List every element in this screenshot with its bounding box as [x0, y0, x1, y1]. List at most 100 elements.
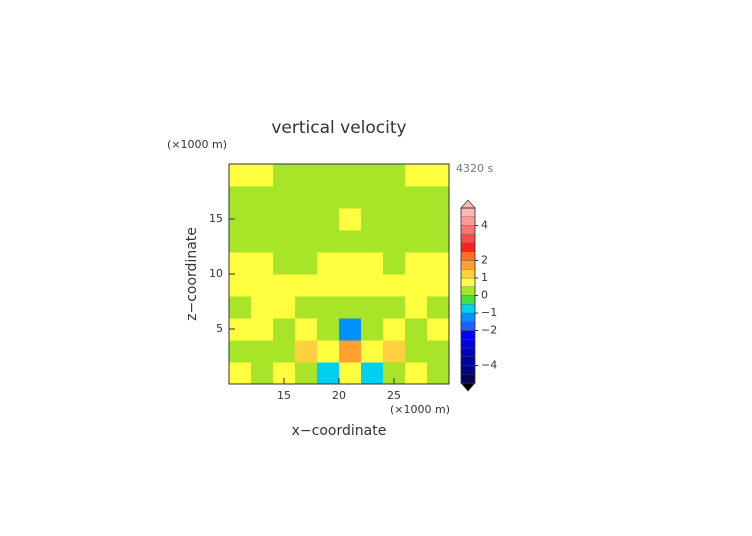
contour-cell: [317, 340, 340, 363]
contour-cell: [229, 362, 252, 385]
y-tick-label: 15: [209, 212, 223, 225]
contour-cell: [339, 296, 362, 319]
contour-cell: [295, 252, 318, 275]
colorbar-tick-label: −1: [481, 306, 497, 319]
contour-cell: [229, 164, 252, 187]
contour-cell: [427, 186, 450, 209]
colorbar-tick-label: 4: [481, 219, 488, 232]
contour-cell: [317, 208, 340, 231]
contour-cell: [295, 362, 318, 385]
contour-cell: [361, 164, 384, 187]
contour-cell: [405, 186, 428, 209]
contour-cell: [383, 274, 406, 297]
contour-cell: [339, 362, 362, 385]
contour-cell: [339, 186, 362, 209]
colorbar-band: [460, 295, 476, 305]
contour-cell: [317, 186, 340, 209]
contour-cell: [427, 252, 450, 275]
contour-cell: [339, 252, 362, 275]
contour-cell: [251, 274, 274, 297]
contour-cell: [295, 340, 318, 363]
colorbar-band: [460, 286, 476, 296]
contour-cell: [427, 274, 450, 297]
contour-cell: [317, 230, 340, 253]
contour-cell: [251, 186, 274, 209]
contour-cell: [361, 230, 384, 253]
colorbar-tick-label: 0: [481, 289, 488, 302]
contour-cell: [295, 208, 318, 231]
colorbar-band: [460, 304, 476, 314]
time-label: 4320 s: [456, 162, 493, 175]
contour-cell: [273, 318, 296, 341]
colorbar-band: [460, 339, 476, 349]
contour-cell: [251, 318, 274, 341]
contour-cell: [405, 230, 428, 253]
contour-cell: [383, 230, 406, 253]
contour-cell: [361, 318, 384, 341]
contour-cell: [229, 230, 252, 253]
contour-cell: [317, 296, 340, 319]
contour-cell: [361, 208, 384, 231]
contour-cell: [295, 164, 318, 187]
contour-cell: [229, 252, 252, 275]
colorbar-under: [460, 382, 476, 392]
contour-cell: [229, 208, 252, 231]
contour-cell: [273, 164, 296, 187]
contour-cell: [251, 230, 274, 253]
colorbar-band: [460, 269, 476, 279]
overlay: 15 20 25 5 10 15: [209, 163, 450, 402]
contour-cell: [405, 208, 428, 231]
contour-cell: [273, 230, 296, 253]
contour-cell: [273, 362, 296, 385]
contour-cell: [405, 164, 428, 187]
colorbar-band: [460, 242, 476, 252]
x-axis-label: x−coordinate: [292, 423, 387, 439]
contour-cell: [317, 274, 340, 297]
contour-cell: [339, 274, 362, 297]
contour-cell: [339, 230, 362, 253]
contour-cell: [229, 274, 252, 297]
contour-cell: [317, 318, 340, 341]
contour-cell: [361, 296, 384, 319]
colorbar-band: [460, 365, 476, 375]
contour-cell: [427, 340, 450, 363]
contour-cell: [405, 318, 428, 341]
colorbar-band: [460, 321, 476, 331]
colorbar-over: [460, 199, 476, 209]
contour-cell: [251, 164, 274, 187]
contour-cell: [427, 296, 450, 319]
contour-cell: [295, 230, 318, 253]
colorbar-band: [460, 207, 476, 217]
contour-cell: [273, 252, 296, 275]
colorbar-band: [460, 225, 476, 235]
contour-cell: [317, 252, 340, 275]
x-tick-label: 15: [277, 389, 291, 402]
contour-cell: [383, 208, 406, 231]
contour-cell: [383, 296, 406, 319]
x-tick-label: 25: [387, 389, 401, 402]
colorbar-tick-label: 1: [481, 271, 488, 284]
contour-cell: [383, 318, 406, 341]
contour-cell: [273, 274, 296, 297]
contour-cell: [405, 340, 428, 363]
contour-cell: [383, 186, 406, 209]
contour-cell: [339, 164, 362, 187]
contour-cell: [229, 296, 252, 319]
contour-cell: [229, 318, 252, 341]
x-tick-label: 20: [332, 389, 346, 402]
contour-cell: [405, 296, 428, 319]
contour-cell: [317, 164, 340, 187]
y-axis-label: z−coordinate: [184, 227, 200, 321]
contour-cell: [427, 362, 450, 385]
contour-cell: [405, 274, 428, 297]
contour-cell: [273, 340, 296, 363]
contour-cell: [295, 318, 318, 341]
contour-cell: [339, 318, 362, 341]
contour-cell: [361, 340, 384, 363]
contour-cell: [251, 296, 274, 319]
contour-cell: [251, 208, 274, 231]
x-unit: (×1000 m): [390, 403, 450, 416]
contour-cell: [273, 296, 296, 319]
colorbar-band: [460, 251, 476, 261]
contour-cell: [361, 362, 384, 385]
